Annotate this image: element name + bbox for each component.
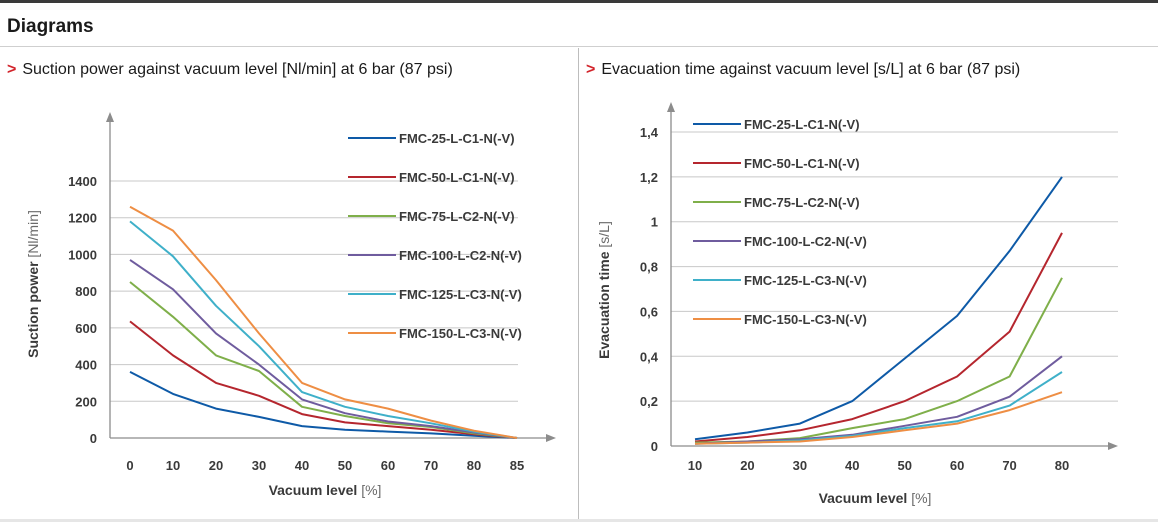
y-tick-label: 0	[90, 431, 97, 446]
x-tick-label: 0	[126, 458, 133, 473]
y-tick-label: 1,2	[640, 170, 658, 185]
x-axis-unit: [%]	[911, 490, 931, 506]
x-tick-label: 80	[1055, 458, 1069, 473]
chart-title-evacuation: > Evacuation time against vacuum level [s…	[586, 61, 1020, 79]
y-tick-label: 0,4	[640, 349, 659, 364]
y-tick-label: 800	[75, 284, 97, 299]
legend-label: FMC-150-L-C3-N(-V)	[744, 312, 867, 327]
y-axis-unit: [s/L]	[596, 221, 612, 247]
x-tick-label: 60	[950, 458, 964, 473]
series-line	[129, 320, 518, 439]
x-axis-label-text: Vacuum level	[819, 490, 912, 506]
x-tick-label: 70	[1002, 458, 1016, 473]
y-tick-label: 1000	[68, 247, 97, 262]
legend-label: FMC-100-L-C2-N(-V)	[744, 234, 867, 249]
legend-label: FMC-150-L-C3-N(-V)	[399, 326, 522, 341]
y-tick-label: 1400	[68, 174, 97, 189]
x-tick-label: 30	[252, 458, 266, 473]
x-tick-label: 40	[845, 458, 859, 473]
chevron-right-icon: >	[586, 61, 596, 78]
y-axis-label-text: Suction power	[25, 258, 41, 358]
y-axis-arrow-icon	[106, 112, 114, 122]
chart-title-suction: > Suction power against vacuum level [Nl/…	[7, 61, 453, 79]
x-tick-label: 60	[381, 458, 395, 473]
x-tick-label: 50	[897, 458, 911, 473]
series-line	[694, 391, 1063, 445]
series-line	[129, 371, 518, 439]
y-axis-unit: [Nl/min]	[25, 210, 41, 257]
legend-label: FMC-100-L-C2-N(-V)	[399, 248, 522, 263]
x-tick-label: 10	[688, 458, 702, 473]
x-axis-label: Vacuum level [%]	[269, 482, 382, 498]
top-rule	[0, 0, 1158, 3]
x-tick-label: 20	[740, 458, 754, 473]
bottom-rule	[0, 519, 1158, 522]
series-line	[129, 259, 518, 439]
y-tick-label: 1	[651, 215, 658, 230]
y-tick-label: 0	[651, 439, 658, 454]
x-tick-label: 50	[338, 458, 352, 473]
x-tick-label: 30	[793, 458, 807, 473]
x-axis-arrow-icon	[546, 434, 556, 442]
x-tick-label: 40	[295, 458, 309, 473]
x-axis-label: Vacuum level [%]	[819, 490, 932, 506]
y-axis-arrow-icon	[667, 102, 675, 112]
y-axis-label-text: Evacuation time	[596, 248, 612, 359]
section-header: Diagrams	[0, 3, 1158, 47]
x-axis-unit: [%]	[361, 482, 381, 498]
x-axis-label-text: Vacuum level	[269, 482, 362, 498]
suction-power-chart: 0 200 400 600 800 1000 1200 1400 0 10 20 30 40 50 60 70…	[25, 112, 556, 498]
x-tick-label: 20	[209, 458, 223, 473]
x-tick-label: 10	[166, 458, 180, 473]
y-tick-label: 1200	[68, 211, 97, 226]
chevron-right-icon: >	[7, 61, 17, 78]
x-tick-label: 70	[424, 458, 438, 473]
x-tick-label: 85	[510, 458, 524, 473]
y-axis-label: Evacuation time [s/L]	[596, 221, 612, 359]
series-line	[129, 220, 518, 439]
evacuation-time-chart: 0 0,2 0,4 0,6 0,8 1 1,2 1,4 10 20 30 40 50 60 70 80 Vacu…	[596, 102, 1118, 506]
x-tick-label: 80	[467, 458, 481, 473]
chart-title-suction-text: Suction power against vacuum level [Nl/m…	[22, 61, 453, 78]
legend-label: FMC-75-L-C2-N(-V)	[744, 195, 860, 210]
panel-divider	[578, 48, 579, 522]
y-axis-label: Suction power [Nl/min]	[25, 210, 41, 358]
legend-label: FMC-50-L-C1-N(-V)	[399, 170, 515, 185]
series-line	[694, 355, 1063, 445]
series-line	[694, 277, 1063, 444]
y-tick-label: 0,8	[640, 260, 658, 275]
legend-label: FMC-50-L-C1-N(-V)	[744, 156, 860, 171]
legend-label: FMC-75-L-C2-N(-V)	[399, 209, 515, 224]
legend-label: FMC-25-L-C1-N(-V)	[399, 131, 515, 146]
legend-label: FMC-125-L-C3-N(-V)	[744, 273, 867, 288]
legend-label: FMC-125-L-C3-N(-V)	[399, 287, 522, 302]
y-tick-label: 600	[75, 321, 97, 336]
series-line	[694, 232, 1063, 443]
series-line	[129, 205, 518, 439]
x-axis-arrow-icon	[1108, 442, 1118, 450]
y-tick-label: 0,6	[640, 304, 658, 319]
section-title: Diagrams	[7, 16, 94, 37]
y-tick-label: 400	[75, 358, 97, 373]
y-tick-label: 200	[75, 394, 97, 409]
legend-label: FMC-25-L-C1-N(-V)	[744, 117, 860, 132]
y-tick-label: 0,2	[640, 394, 658, 409]
y-tick-label: 1,4	[640, 125, 659, 140]
series-line	[694, 176, 1063, 441]
chart-title-evacuation-text: Evacuation time against vacuum level [s/…	[601, 61, 1021, 78]
